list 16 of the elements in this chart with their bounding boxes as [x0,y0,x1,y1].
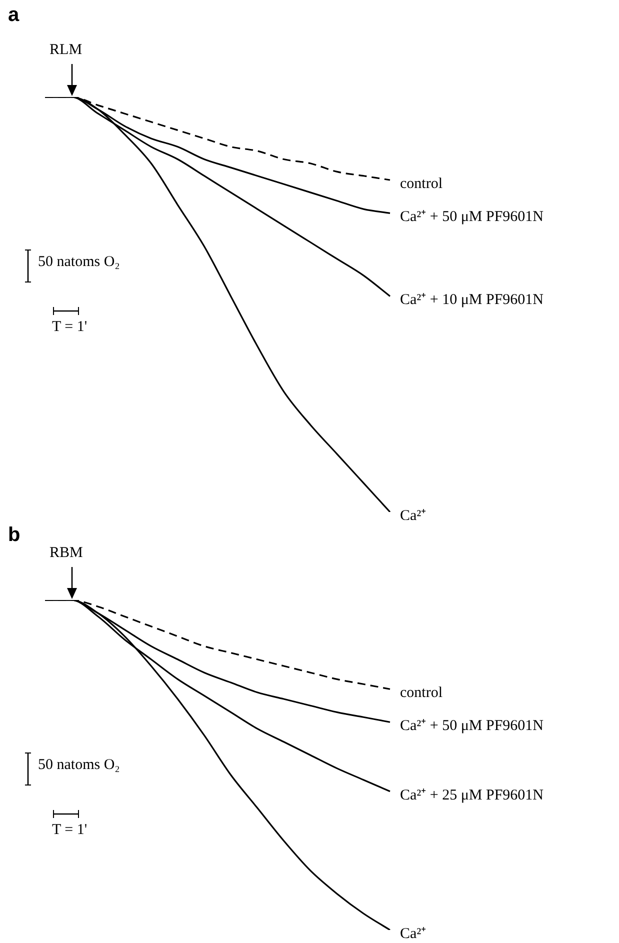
series-label: control [400,176,442,192]
chart-title: a [8,4,20,27]
series-label: Ca²⁺ + 25 μM PF9601N [400,787,544,804]
series-label: Ca²⁺ [400,508,426,524]
series-label: Ca²⁺ [400,926,426,942]
chart-title: b [8,524,20,547]
annotation: T = 1' [52,822,88,839]
annotation: T = 1' [52,319,88,336]
series-label: Ca²⁺ + 50 μM PF9601N [400,209,544,226]
series-label: Ca²⁺ + 10 μM PF9601N [400,292,544,308]
text: RLM [50,42,82,59]
annotation: 50 natoms O₂ [38,757,120,774]
series-label: control [400,685,442,702]
annotation: 50 natoms O₂ [38,254,120,271]
series-label: Ca²⁺ + 50 μM PF9601N [400,718,544,734]
text: RBM [50,545,83,562]
